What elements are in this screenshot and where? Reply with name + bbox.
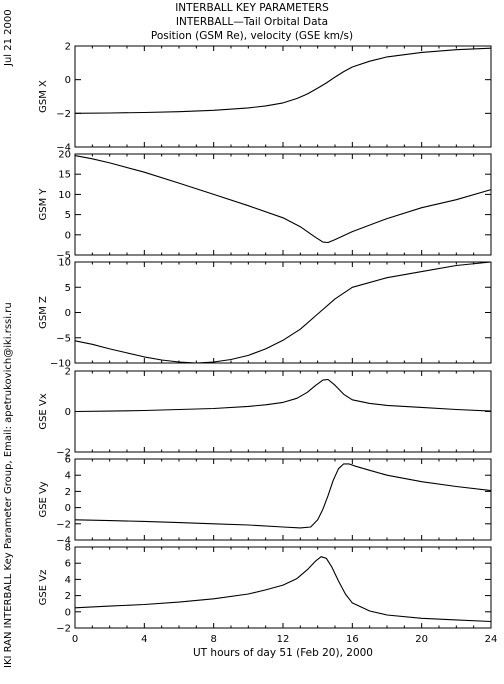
x-tick-label: 0 xyxy=(72,634,78,645)
chart-title-1: INTERBALL KEY PARAMETERS xyxy=(175,2,329,14)
y-tick-label: 10 xyxy=(58,190,71,201)
y-tick-label: 5 xyxy=(65,283,71,294)
data-line xyxy=(74,378,492,413)
y-tick-label: 4 xyxy=(65,471,71,482)
data-line xyxy=(74,556,492,623)
panel-frame xyxy=(74,370,492,453)
chart-title-3: Position (GSM Re), velocity (GSE km/s) xyxy=(150,30,354,42)
data-line xyxy=(74,155,492,244)
panel-frame xyxy=(74,546,492,629)
chart-title-2: INTERBALL—Tail Orbital Data xyxy=(175,16,329,28)
y-tick-label: 0 xyxy=(65,407,71,418)
y-axis-label: GSE Vz xyxy=(38,570,49,606)
data-line xyxy=(74,261,492,364)
y-tick-label: 6 xyxy=(65,559,71,570)
y-tick-label: −5 xyxy=(56,333,71,344)
panel-frame xyxy=(74,45,492,148)
y-tick-label: 0 xyxy=(65,503,71,514)
data-line xyxy=(74,47,492,114)
y-tick-label: 2 xyxy=(65,591,71,602)
panel-frame xyxy=(74,261,492,364)
y-tick-label: −4 xyxy=(56,536,71,547)
y-tick-label: 8 xyxy=(65,543,71,554)
y-tick-label: −2 xyxy=(56,109,71,120)
y-tick-label: 0 xyxy=(65,75,71,86)
y-tick-label: 10 xyxy=(58,258,71,269)
y-tick-label: −2 xyxy=(56,624,71,635)
x-tick-label: 20 xyxy=(415,634,428,645)
y-axis-label: GSM Y xyxy=(38,188,49,221)
panel-frame xyxy=(74,458,492,541)
y-tick-label: 20 xyxy=(58,150,71,161)
y-tick-label: 15 xyxy=(58,170,71,181)
y-tick-label: 5 xyxy=(65,210,71,221)
data-line xyxy=(74,463,492,529)
x-axis-label: UT hours of day 51 (Feb 20), 2000 xyxy=(193,647,373,659)
y-tick-label: 0 xyxy=(65,308,71,319)
y-tick-label: −2 xyxy=(56,519,71,530)
y-tick-label: 6 xyxy=(65,455,71,466)
y-tick-label: 2 xyxy=(65,367,71,378)
y-tick-label: 0 xyxy=(65,607,71,618)
y-axis-label: GSE Vx xyxy=(38,393,49,429)
y-tick-label: −4 xyxy=(56,143,71,154)
y-tick-label: −5 xyxy=(56,251,71,262)
y-tick-label: −10 xyxy=(50,359,71,370)
x-tick-label: 4 xyxy=(141,634,147,645)
x-tick-label: 12 xyxy=(277,634,290,645)
y-tick-label: 2 xyxy=(65,42,71,53)
x-tick-label: 16 xyxy=(346,634,359,645)
y-tick-label: −2 xyxy=(56,448,71,459)
y-axis-label: GSE Vy xyxy=(38,481,49,517)
y-tick-label: 0 xyxy=(65,230,71,241)
x-tick-label: 8 xyxy=(210,634,216,645)
y-axis-label: GSM X xyxy=(38,80,49,113)
x-tick-label: 24 xyxy=(485,634,498,645)
y-axis-label: GSM Z xyxy=(38,296,49,329)
y-tick-label: 4 xyxy=(65,575,71,586)
panel-frame xyxy=(74,153,492,256)
y-tick-label: 2 xyxy=(65,487,71,498)
